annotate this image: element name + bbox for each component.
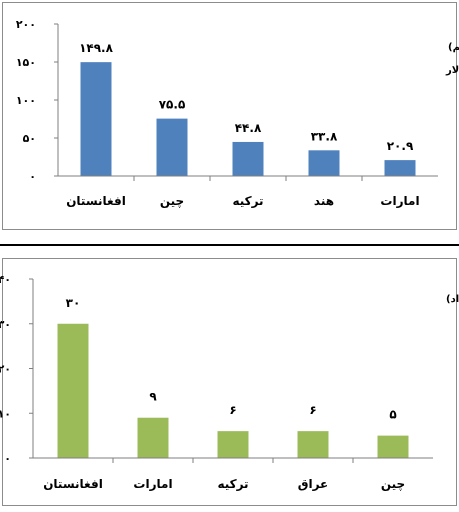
chart-title: پنج کشور نخست سرمایه گذاری (حجم) xyxy=(448,40,459,53)
bar xyxy=(137,417,169,458)
chart-border xyxy=(2,2,457,230)
category-label: چین xyxy=(160,194,184,208)
bar xyxy=(80,62,112,176)
y-tick-label: ۰ xyxy=(29,170,36,183)
bar xyxy=(297,431,329,458)
bar xyxy=(217,431,249,458)
category-label: ترکیه xyxy=(232,194,263,208)
data-label: ۶ xyxy=(229,403,236,417)
data-label: ۲۰.۹ xyxy=(387,139,414,153)
y-tick-label: ۲۰۰ xyxy=(16,18,36,31)
investment-volume-chart: پنج کشور نخست سرمایه گذاری (حجم) میلیون … xyxy=(2,2,459,230)
category-label: چین xyxy=(381,477,405,491)
category-label: ترکیه xyxy=(217,477,248,491)
y-tick-label: ۵۰ xyxy=(23,132,36,145)
y-tick-label: ۲۰ xyxy=(0,363,11,376)
investor-count-chart: پنج کشور نخست سرمایه گذار(تعداد) ۰ ۱۰ ۲۰ ۳۰… xyxy=(0,258,459,506)
category-label: عراق xyxy=(298,477,329,491)
data-label: ۳۰ xyxy=(66,296,81,310)
chart-subtitle: میلیون دلار xyxy=(445,65,459,76)
bar xyxy=(232,141,264,176)
bar xyxy=(384,160,416,176)
bar xyxy=(57,323,89,458)
bar xyxy=(377,435,409,458)
y-tick-label: ۰ xyxy=(4,452,11,465)
bar xyxy=(308,150,340,176)
y-tick-label: ۳۰ xyxy=(0,318,11,331)
chart-title: پنج کشور نخست سرمایه گذار(تعداد) xyxy=(446,292,459,305)
category-label: امارات xyxy=(133,477,172,491)
y-tick-label: ۱۰۰ xyxy=(16,94,36,107)
data-label: ۶ xyxy=(309,403,316,417)
data-label: ۹ xyxy=(149,390,157,404)
category-label: افغانستان xyxy=(43,477,103,491)
category-label: افغانستان xyxy=(66,194,126,208)
data-label: ۴۴.۸ xyxy=(235,121,262,135)
data-label: ۵ xyxy=(389,408,396,422)
data-label: ۳۳.۸ xyxy=(311,129,338,143)
bar xyxy=(156,118,188,176)
y-tick-label: ۴۰ xyxy=(0,273,11,286)
category-label: امارات xyxy=(380,194,419,208)
chart-separator xyxy=(0,244,459,246)
y-tick-label: ۱۵۰ xyxy=(16,56,36,69)
data-label: ۷۵.۵ xyxy=(159,98,186,112)
y-tick-label: ۱۰ xyxy=(0,407,11,420)
data-label: ۱۴۹.۸ xyxy=(79,41,114,55)
category-label: هند xyxy=(314,194,334,208)
